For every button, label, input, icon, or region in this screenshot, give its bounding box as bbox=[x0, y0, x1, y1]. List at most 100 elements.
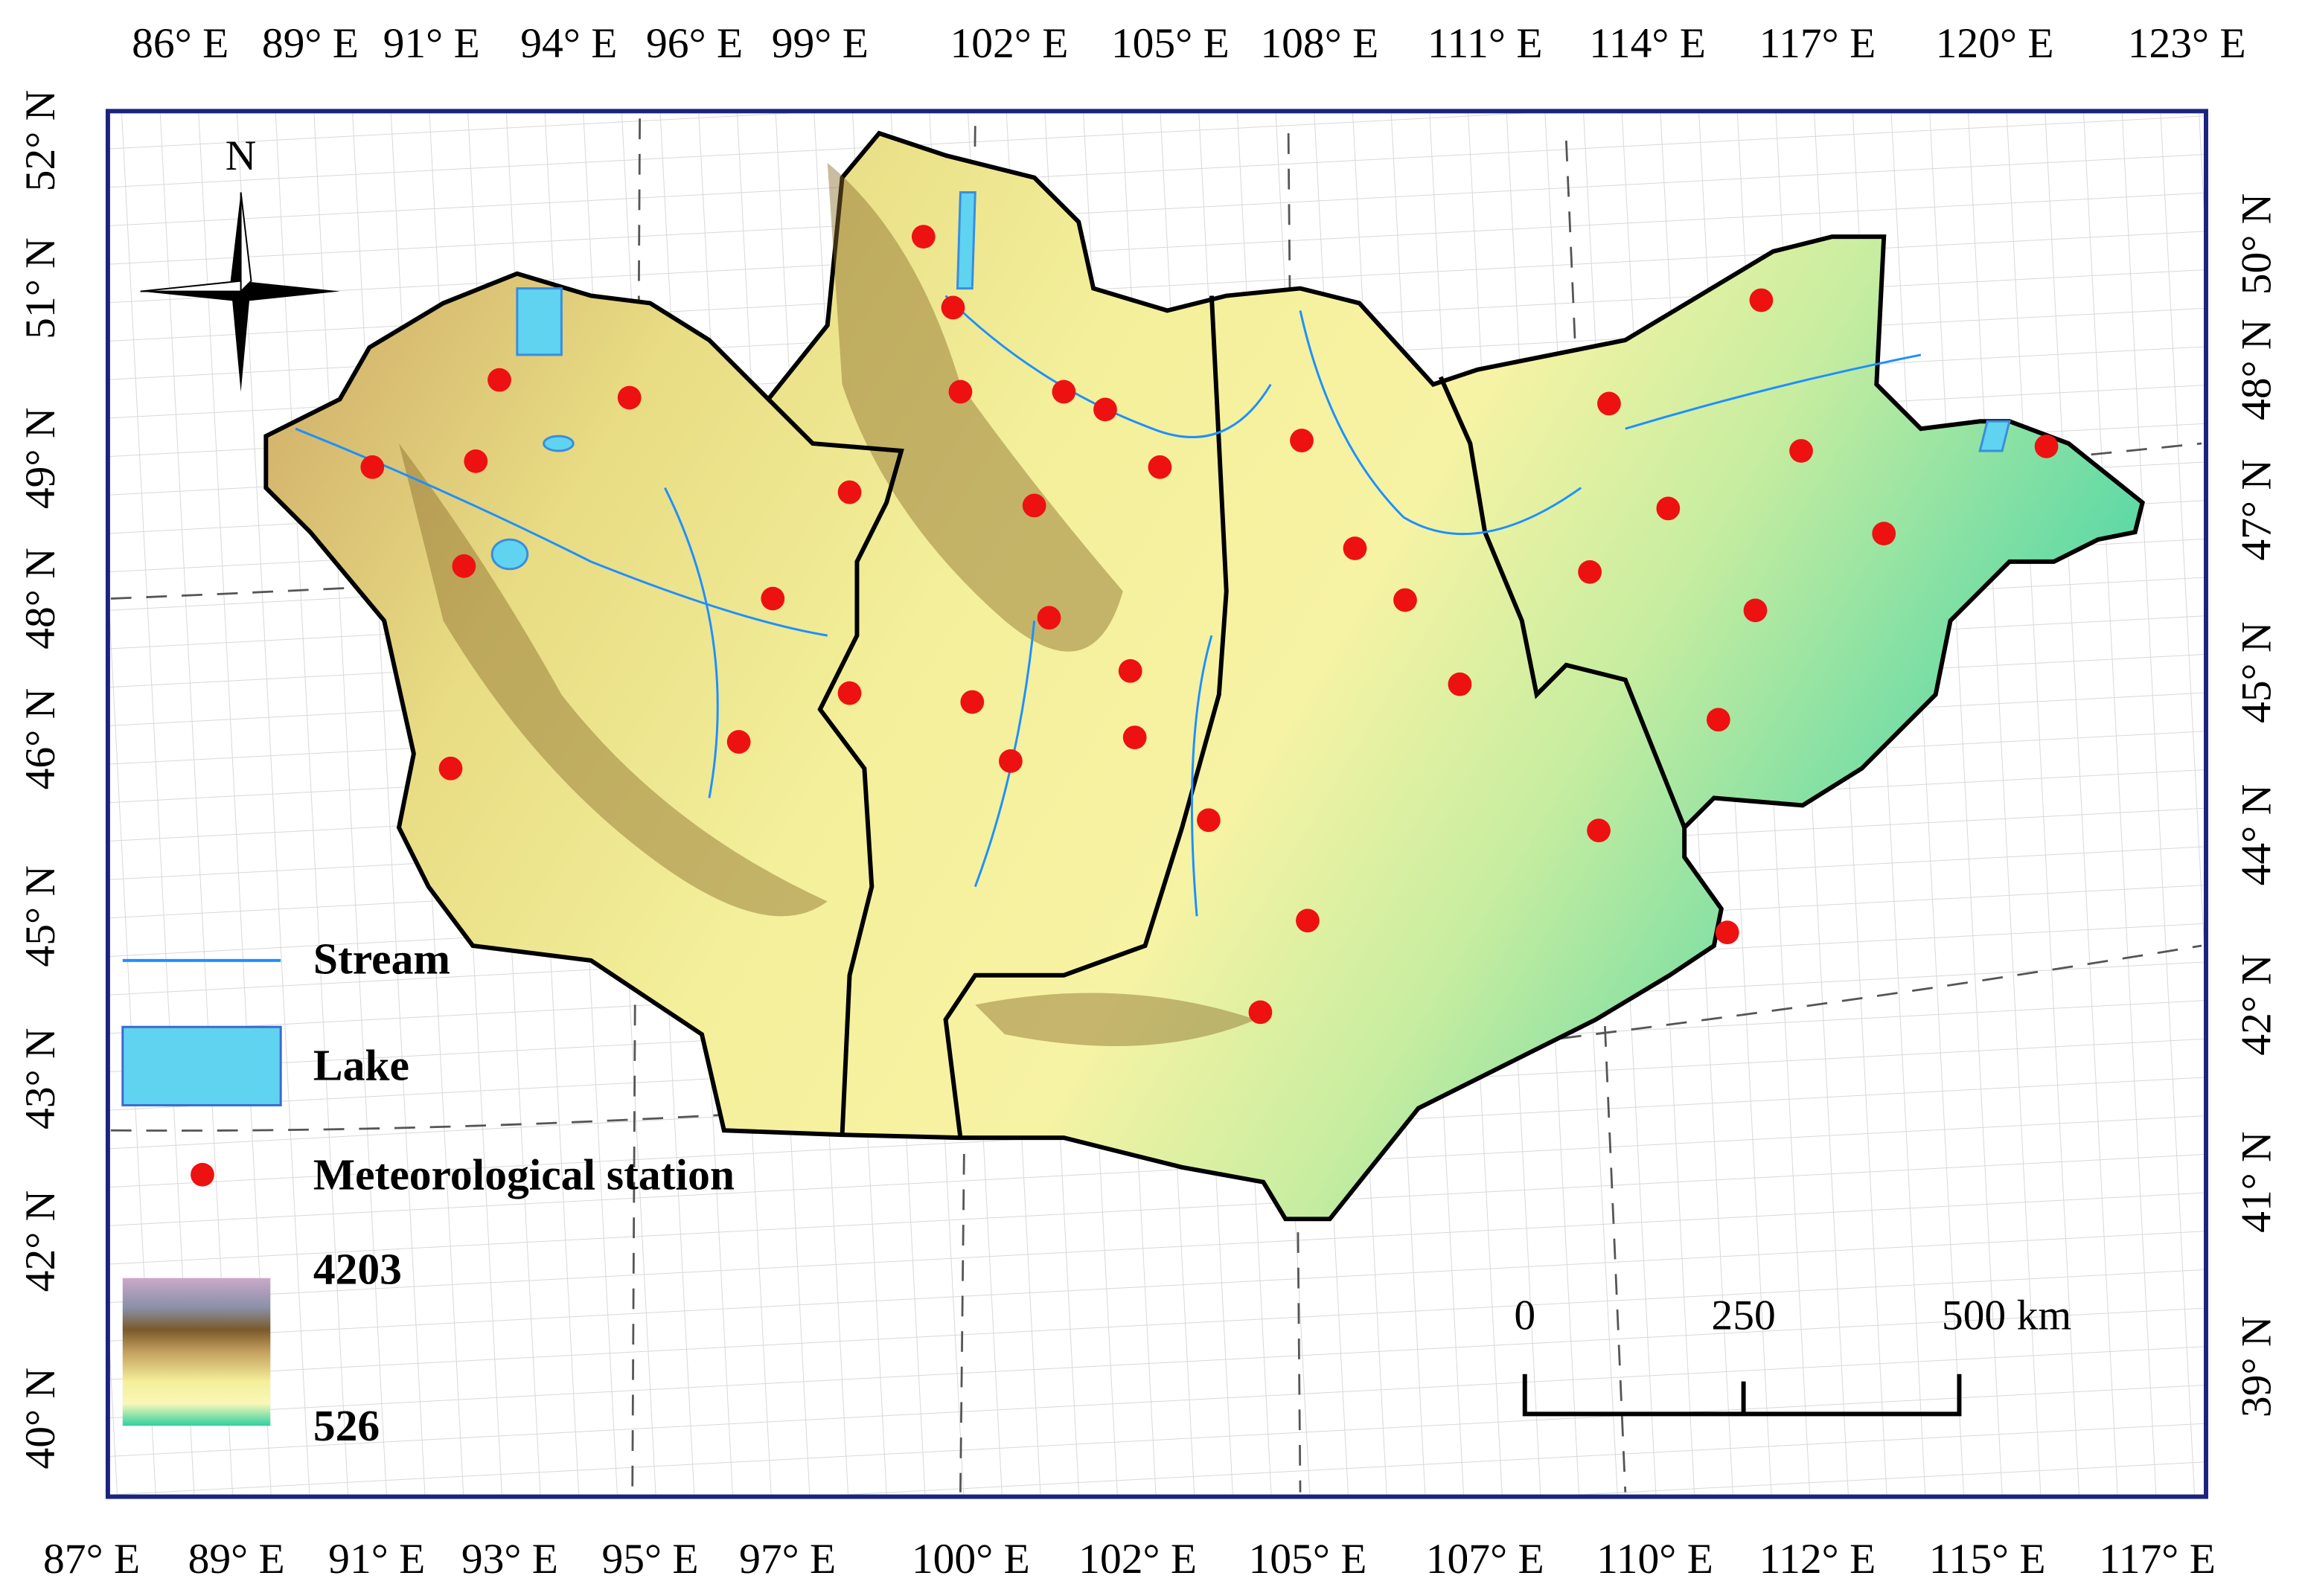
station bbox=[1197, 808, 1221, 833]
top-lon-label: 117° E bbox=[1759, 20, 1876, 67]
bottom-lon-label: 112° E bbox=[1759, 1536, 1876, 1583]
top-lon-label: 86° E bbox=[132, 20, 228, 67]
bottom-lon-label: 107° E bbox=[1426, 1536, 1544, 1583]
bottom-lon-label: 102° E bbox=[1078, 1536, 1197, 1583]
legend-station-symbol bbox=[191, 1162, 214, 1187]
region-borders bbox=[767, 295, 1687, 1138]
legend-elev-min: 526 bbox=[313, 1401, 380, 1450]
top-lon-label: 94° E bbox=[520, 20, 617, 67]
top-lon-label: 96° E bbox=[646, 20, 743, 67]
legend-elevation-ramp bbox=[122, 1278, 271, 1426]
station bbox=[1037, 606, 1061, 630]
station bbox=[464, 449, 488, 473]
bottom-lon-label: 97° E bbox=[739, 1536, 836, 1583]
bottom-lon-label: 89° E bbox=[188, 1536, 285, 1583]
top-lon-label: 123° E bbox=[2128, 20, 2246, 67]
bottom-lon-label: 87° E bbox=[43, 1536, 140, 1583]
right-lat-label: 45° N bbox=[2234, 621, 2280, 723]
station bbox=[1248, 1000, 1273, 1025]
station bbox=[617, 385, 642, 410]
bottom-lon-label: 93° E bbox=[461, 1536, 558, 1583]
top-lon-label: 120° E bbox=[1936, 20, 2054, 67]
scale-start: 0 bbox=[1514, 1292, 1535, 1339]
legend-station: Meteorological station bbox=[313, 1150, 735, 1199]
station bbox=[1597, 391, 1621, 416]
station bbox=[999, 749, 1023, 773]
top-lon-label: 91° E bbox=[383, 20, 480, 67]
station bbox=[1715, 920, 1739, 945]
right-lat-label: 42° N bbox=[2234, 954, 2280, 1056]
top-lon-label: 105° E bbox=[1111, 20, 1230, 67]
station bbox=[1343, 536, 1367, 560]
stations bbox=[360, 225, 2059, 1025]
right-lat-label: 44° N bbox=[2234, 784, 2280, 886]
station bbox=[941, 295, 965, 320]
left-lat-label: 48° N bbox=[17, 548, 64, 650]
station bbox=[1393, 588, 1417, 612]
left-lat-label: 40° N bbox=[17, 1368, 64, 1470]
station bbox=[1122, 725, 1147, 749]
legend-lake: Lake bbox=[313, 1040, 409, 1089]
top-lon-label: 89° E bbox=[262, 20, 359, 67]
station bbox=[438, 756, 463, 781]
station bbox=[360, 455, 385, 479]
station bbox=[1578, 560, 1602, 584]
legend-stream: Stream bbox=[313, 935, 450, 984]
left-lat-label: 46° N bbox=[17, 688, 64, 790]
right-lat-label: 47° N bbox=[2234, 459, 2280, 561]
scale-bar bbox=[1522, 1374, 1962, 1417]
mountains bbox=[399, 162, 1256, 1047]
right-lat-label: 41° N bbox=[2234, 1131, 2280, 1233]
station bbox=[487, 368, 511, 392]
station bbox=[1789, 439, 1813, 463]
left-lat-label: 42° N bbox=[17, 1190, 64, 1292]
station bbox=[1296, 908, 1320, 933]
bottom-lon-label: 110° E bbox=[1596, 1536, 1713, 1583]
top-lon-label: 99° E bbox=[772, 20, 869, 67]
top-lon-label: 114° E bbox=[1589, 20, 1706, 67]
station bbox=[1022, 493, 1046, 518]
station bbox=[1118, 658, 1142, 683]
bottom-lon-label: 115° E bbox=[1929, 1536, 2046, 1583]
north-arrow bbox=[140, 192, 340, 392]
legend-lake-symbol bbox=[121, 1025, 282, 1106]
station bbox=[837, 480, 862, 504]
right-lat-label: 39° N bbox=[2234, 1316, 2280, 1418]
top-lon-label: 111° E bbox=[1428, 20, 1543, 67]
bottom-lon-label: 95° E bbox=[601, 1536, 698, 1583]
station bbox=[1656, 496, 1681, 521]
left-lat-label: 45° N bbox=[17, 865, 64, 967]
station bbox=[837, 681, 862, 705]
station bbox=[1448, 672, 1472, 696]
left-lat-label: 52° N bbox=[17, 90, 64, 192]
streams bbox=[295, 295, 1922, 917]
station bbox=[911, 225, 936, 249]
station bbox=[1706, 708, 1730, 732]
right-lat-label: 50° N bbox=[2234, 193, 2280, 295]
right-lat-label: 48° N bbox=[2234, 319, 2280, 421]
bottom-lon-label: 91° E bbox=[328, 1536, 425, 1583]
station bbox=[2034, 435, 2059, 458]
scale-end: 500 km bbox=[1942, 1292, 2071, 1339]
left-lat-label: 49° N bbox=[17, 408, 64, 510]
legend-elev-max: 4203 bbox=[313, 1244, 402, 1293]
bottom-lon-label: 117° E bbox=[2099, 1536, 2216, 1583]
station bbox=[1290, 429, 1314, 452]
station bbox=[948, 379, 973, 404]
north-label: N bbox=[226, 132, 257, 179]
station bbox=[1743, 598, 1768, 623]
station bbox=[1148, 455, 1172, 479]
station bbox=[1587, 818, 1611, 843]
station bbox=[1872, 522, 1896, 546]
top-lon-label: 108° E bbox=[1260, 20, 1378, 67]
top-lon-label: 102° E bbox=[950, 20, 1068, 67]
station bbox=[960, 690, 985, 714]
station bbox=[1093, 397, 1117, 422]
left-lat-label: 51° N bbox=[17, 237, 64, 339]
station bbox=[1749, 288, 1774, 313]
country-outline bbox=[263, 130, 2145, 1222]
station bbox=[761, 586, 785, 611]
station bbox=[452, 554, 476, 578]
